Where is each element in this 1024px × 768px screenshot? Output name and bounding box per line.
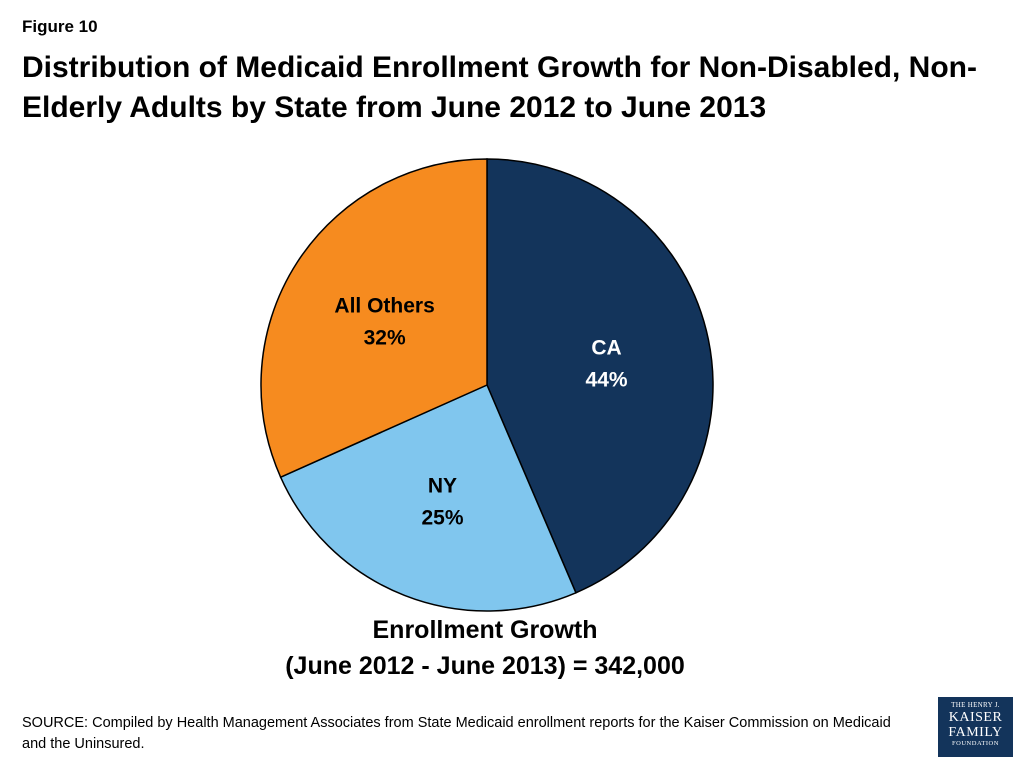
- pie-slice-ny: [279, 384, 577, 612]
- pie-chart: CA 44% NY 25% All Others 32%: [260, 158, 714, 612]
- caption-line-1: Enrollment Growth: [372, 616, 598, 644]
- chart-title: Distribution of Medicaid Enrollment Grow…: [22, 51, 977, 124]
- slice-value-all-others: 32%: [364, 327, 406, 350]
- slice-label-ny: NY: [428, 475, 457, 498]
- slice-label-all-others: All Others: [334, 295, 434, 318]
- figure-label: Figure 10: [22, 17, 98, 36]
- pie-slice-all-others: [260, 158, 488, 479]
- pie-slice-ca: [486, 158, 714, 594]
- slice-value-ny: 25%: [421, 507, 463, 530]
- caption-line-2: (June 2012 - June 2013) = 342,000: [285, 652, 685, 680]
- kff-logo: THE HENRY J. KAISER FAMILY FOUNDATION: [938, 697, 1013, 757]
- source-note: SOURCE: Compiled by Health Management As…: [22, 715, 891, 752]
- slice-label-ca: CA: [591, 336, 621, 359]
- slice-value-ca: 44%: [586, 368, 628, 391]
